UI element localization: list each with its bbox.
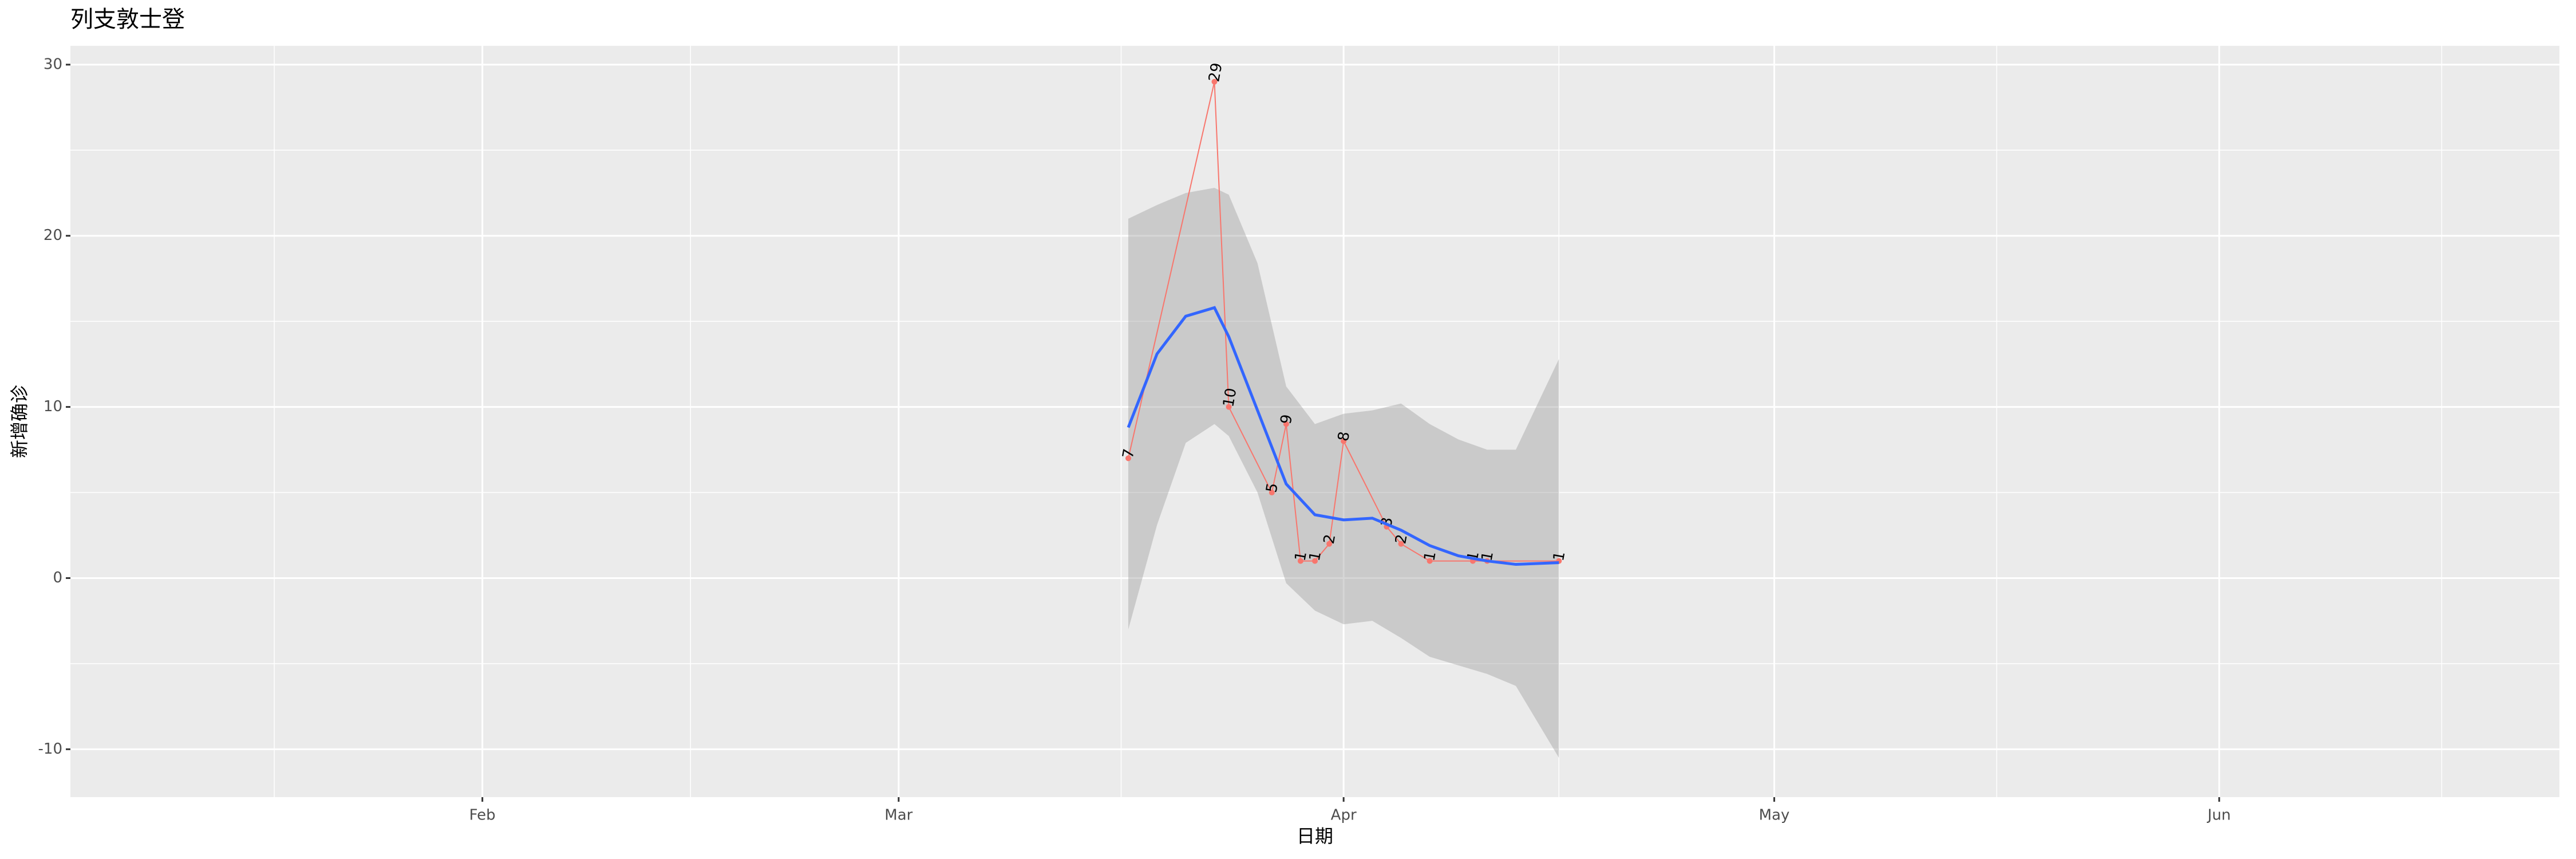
y-tick-label: 0 [53,569,62,586]
data-point [1398,541,1404,547]
y-tick-label: 20 [44,227,62,244]
data-label: 8 [1335,430,1353,443]
x-tick-label: May [1759,807,1790,824]
smooth-line [1127,306,1559,566]
data-point [1269,490,1275,496]
data-point [1341,438,1347,444]
data-label: 1 [1306,550,1325,563]
x-tick-label: Jun [2206,807,2231,824]
x-tick-label: Feb [469,807,496,824]
data-point [1226,404,1232,410]
data-label: 1 [1421,550,1439,563]
data-label: 5 [1263,482,1282,494]
data-point [1125,455,1132,462]
data-label: 29 [1206,61,1226,83]
y-tick-label: 10 [44,398,62,415]
data-label: 7 [1120,447,1138,460]
data-label: 9 [1278,413,1296,425]
data-label: 2 [1392,533,1411,546]
x-axis-label: 日期 [1297,825,1333,847]
data-label: 1 [1550,550,1568,563]
data-point [1211,78,1218,85]
data-point [1312,558,1318,564]
confidence-band [1128,188,1559,758]
chart-title: 列支敦士登 [70,6,185,33]
data-point [1283,421,1289,427]
x-tick-label: Apr [1331,807,1357,824]
data-label: 1 [1292,550,1310,563]
y-tick-label: -10 [38,740,62,758]
data-label: 10 [1220,387,1240,408]
x-tick-label: Mar [884,807,912,824]
data-point [1297,558,1303,564]
y-axis-label: 新增确诊 [9,385,30,458]
data-label: 2 [1321,533,1339,546]
panel [70,46,2559,797]
data-point [1326,541,1333,547]
y-tick-label: 30 [44,56,62,73]
data-point [1427,558,1433,564]
